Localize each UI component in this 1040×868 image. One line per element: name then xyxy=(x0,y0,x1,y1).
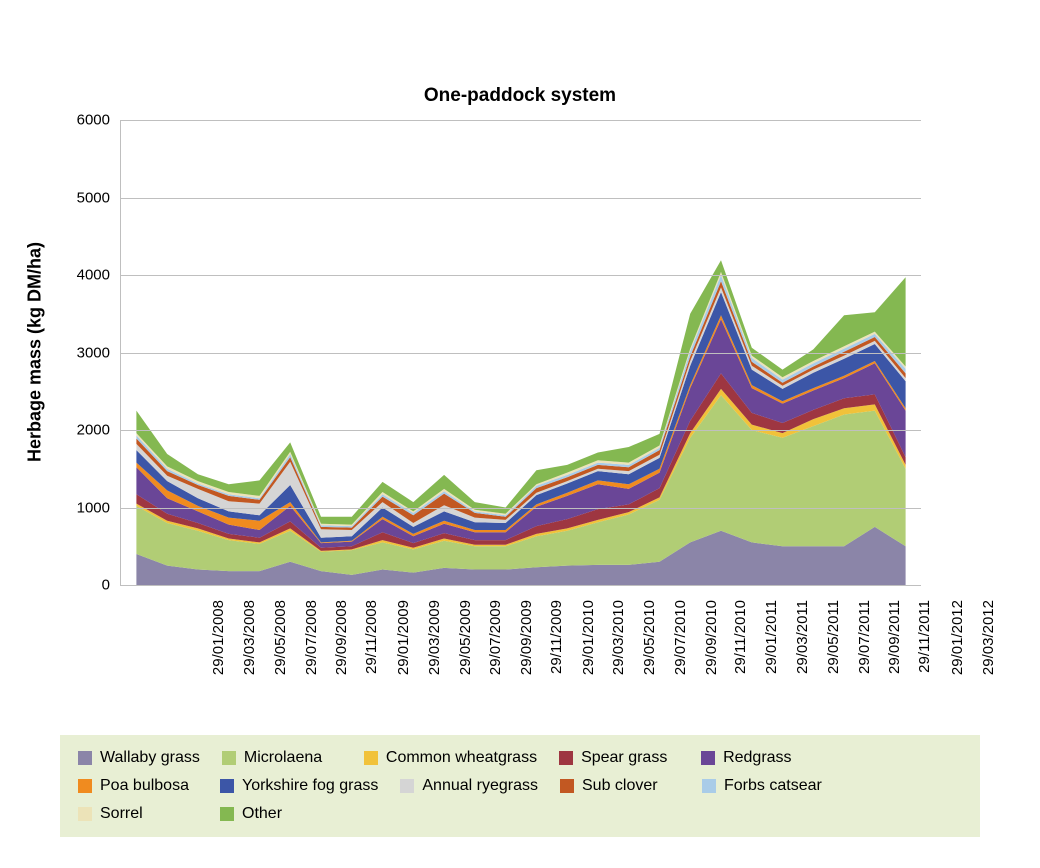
x-tick-label: 29/01/2011 xyxy=(763,600,780,674)
legend-label: Common wheatgrass xyxy=(386,749,537,767)
legend-label: Sub clover xyxy=(582,777,658,795)
legend-item-wallaby: Wallaby grass xyxy=(78,749,200,767)
legend-swatch xyxy=(364,751,378,765)
x-tick-label: 29/01/2008 xyxy=(210,600,227,675)
legend-swatch xyxy=(702,779,716,793)
grid-line xyxy=(121,275,921,276)
legend-item-forbs: Forbs catsear xyxy=(702,777,822,795)
legend-label: Spear grass xyxy=(581,749,667,767)
legend-label: Forbs catsear xyxy=(724,777,822,795)
legend-item-sorrel: Sorrel xyxy=(78,805,198,823)
grid-line xyxy=(121,353,921,354)
legend-item-annualrye: Annual ryegrass xyxy=(400,777,538,795)
x-tick-label: 29/01/2012 xyxy=(949,600,966,675)
x-tick-label: 29/09/2009 xyxy=(518,600,535,675)
x-tick-label: 29/03/2009 xyxy=(426,600,443,675)
legend-item-redgrass: Redgrass xyxy=(701,749,821,767)
y-tick-label: 0 xyxy=(70,577,110,594)
legend-swatch xyxy=(400,779,414,793)
legend-swatch xyxy=(220,779,234,793)
x-tick-label: 29/09/2011 xyxy=(886,600,903,674)
x-tick-label: 29/03/2012 xyxy=(980,600,997,675)
x-tick-label: 29/03/2010 xyxy=(610,600,627,675)
legend-swatch xyxy=(559,751,573,765)
grid-line xyxy=(121,508,921,509)
x-tick-label: 29/09/2008 xyxy=(334,600,351,675)
legend-swatch xyxy=(701,751,715,765)
y-tick-label: 1000 xyxy=(70,499,110,516)
chart-title: One-paddock system xyxy=(0,85,1040,107)
x-tick-label: 29/09/2010 xyxy=(703,600,720,675)
legend-item-microlaena: Microlaena xyxy=(222,749,342,767)
legend-item-speargrass: Spear grass xyxy=(559,749,679,767)
x-tick-label: 29/01/2009 xyxy=(395,600,412,675)
legend-label: Microlaena xyxy=(244,749,322,767)
y-tick-label: 2000 xyxy=(70,422,110,439)
x-tick-label: 29/11/2009 xyxy=(548,600,565,674)
y-tick-label: 5000 xyxy=(70,189,110,206)
legend-label: Yorkshire fog grass xyxy=(242,777,378,795)
y-axis-label: Herbage mass (kg DM/ha) xyxy=(25,242,46,462)
legend-item-yorkshire: Yorkshire fog grass xyxy=(220,777,378,795)
legend-swatch xyxy=(78,779,92,793)
x-tick-label: 29/07/2008 xyxy=(303,600,320,675)
x-tick-label: 29/05/2011 xyxy=(825,600,842,674)
plot-area xyxy=(120,120,921,586)
x-tick-label: 29/03/2008 xyxy=(241,600,258,675)
legend-label: Poa bulbosa xyxy=(100,777,189,795)
x-tick-label: 29/05/2010 xyxy=(641,600,658,675)
x-tick-label: 29/05/2009 xyxy=(457,600,474,675)
y-tick-label: 6000 xyxy=(70,112,110,129)
grid-line xyxy=(121,198,921,199)
x-tick-label: 29/07/2009 xyxy=(487,600,504,675)
x-tick-label: 29/05/2008 xyxy=(272,600,289,675)
legend-swatch xyxy=(78,751,92,765)
legend-swatch xyxy=(222,751,236,765)
x-tick-label: 29/11/2010 xyxy=(732,600,749,674)
legend-item-wheatgrass: Common wheatgrass xyxy=(364,749,537,767)
legend-label: Redgrass xyxy=(723,749,791,767)
legend-label: Other xyxy=(242,805,282,823)
legend-swatch xyxy=(560,779,574,793)
x-tick-label: 29/11/2008 xyxy=(363,600,380,674)
legend-swatch xyxy=(220,807,234,821)
y-tick-label: 3000 xyxy=(70,344,110,361)
legend-item-subclover: Sub clover xyxy=(560,777,680,795)
legend-label: Sorrel xyxy=(100,805,143,823)
legend-label: Annual ryegrass xyxy=(422,777,538,795)
x-tick-label: 29/07/2010 xyxy=(672,600,689,675)
legend-item-other: Other xyxy=(220,805,340,823)
x-tick-label: 29/11/2011 xyxy=(916,600,933,673)
chart-stage: One-paddock system Herbage mass (kg DM/h… xyxy=(0,0,1040,868)
x-tick-label: 29/07/2011 xyxy=(856,600,873,674)
x-tick-label: 29/03/2011 xyxy=(794,600,811,674)
legend-swatch xyxy=(78,807,92,821)
legend-item-poabulbosa: Poa bulbosa xyxy=(78,777,198,795)
x-tick-label: 29/01/2010 xyxy=(580,600,597,675)
y-tick-label: 4000 xyxy=(70,267,110,284)
grid-line xyxy=(121,430,921,431)
grid-line xyxy=(121,120,921,121)
legend-label: Wallaby grass xyxy=(100,749,200,767)
legend: Wallaby grass Microlaena Common wheatgrass… xyxy=(60,735,980,837)
